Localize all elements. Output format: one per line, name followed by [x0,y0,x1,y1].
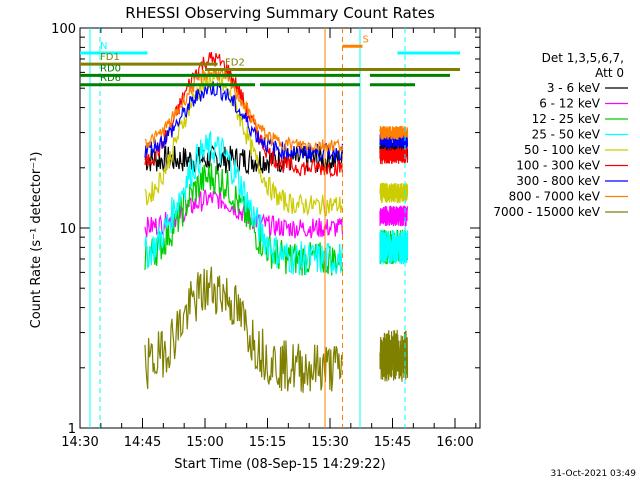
series-line-8 [379,329,409,382]
legend-header-1: Det 1,3,5,6,7, [542,51,624,65]
x-tick-label: 15:00 [186,435,223,450]
legend-label-3: 25 - 50 keV [532,128,601,142]
legend-label-8: 7000 - 15000 keV [493,205,600,219]
legend-label-7: 800 - 7000 keV [509,190,601,204]
flag-label-6: RD0 [100,63,121,74]
legend-label-1: 6 - 12 keV [539,97,601,111]
series-line-5 [144,51,344,178]
x-tick-label: 15:45 [374,435,411,450]
x-tick-label: 14:30 [61,435,98,450]
series-line-7 [144,68,344,153]
y-axis-label: Count Rate (s⁻¹ detector⁻¹) [29,152,44,329]
y-tick-label: 100 [51,22,76,37]
series-line-5 [379,146,409,165]
legend-label-0: 3 - 6 keV [547,81,601,95]
series-line-4 [379,182,409,204]
y-tick-label: 1 [68,422,76,437]
x-tick-label: 16:00 [436,435,473,450]
series-line-8 [144,266,344,393]
series-line-4 [144,68,344,217]
x-tick-label: 14:45 [124,435,161,450]
flag-label-9: RD6 [100,73,121,84]
legend-label-4: 50 - 100 keV [524,143,601,157]
series-line-1 [379,205,409,227]
legend-label-5: 100 - 300 keV [516,159,600,173]
series-line-6 [379,131,409,149]
x-tick-label: 15:30 [311,435,348,450]
flag-label-4: FD2 [225,58,245,69]
timestamp-footer: 31-Oct-2021 03:49 [551,469,637,479]
flag-label-3: FD1 [100,52,120,63]
x-tick-label: 15:15 [249,435,286,450]
x-axis-label: Start Time (08-Sep-15 14:29:22) [174,457,385,472]
series-line-3 [379,229,409,265]
flag-label-0: N [100,41,107,52]
series-line-6 [144,81,344,163]
series-line-7 [379,125,409,140]
legend-header-2: Att 0 [595,66,624,80]
flag-label-2: S [363,34,369,45]
legend-label-2: 12 - 25 keV [532,112,601,126]
y-tick-label: 10 [59,222,76,237]
series-line-3 [144,130,344,276]
legend-label-6: 300 - 800 keV [516,174,600,188]
chart-title: RHESSI Observing Summary Count Rates [125,4,435,22]
